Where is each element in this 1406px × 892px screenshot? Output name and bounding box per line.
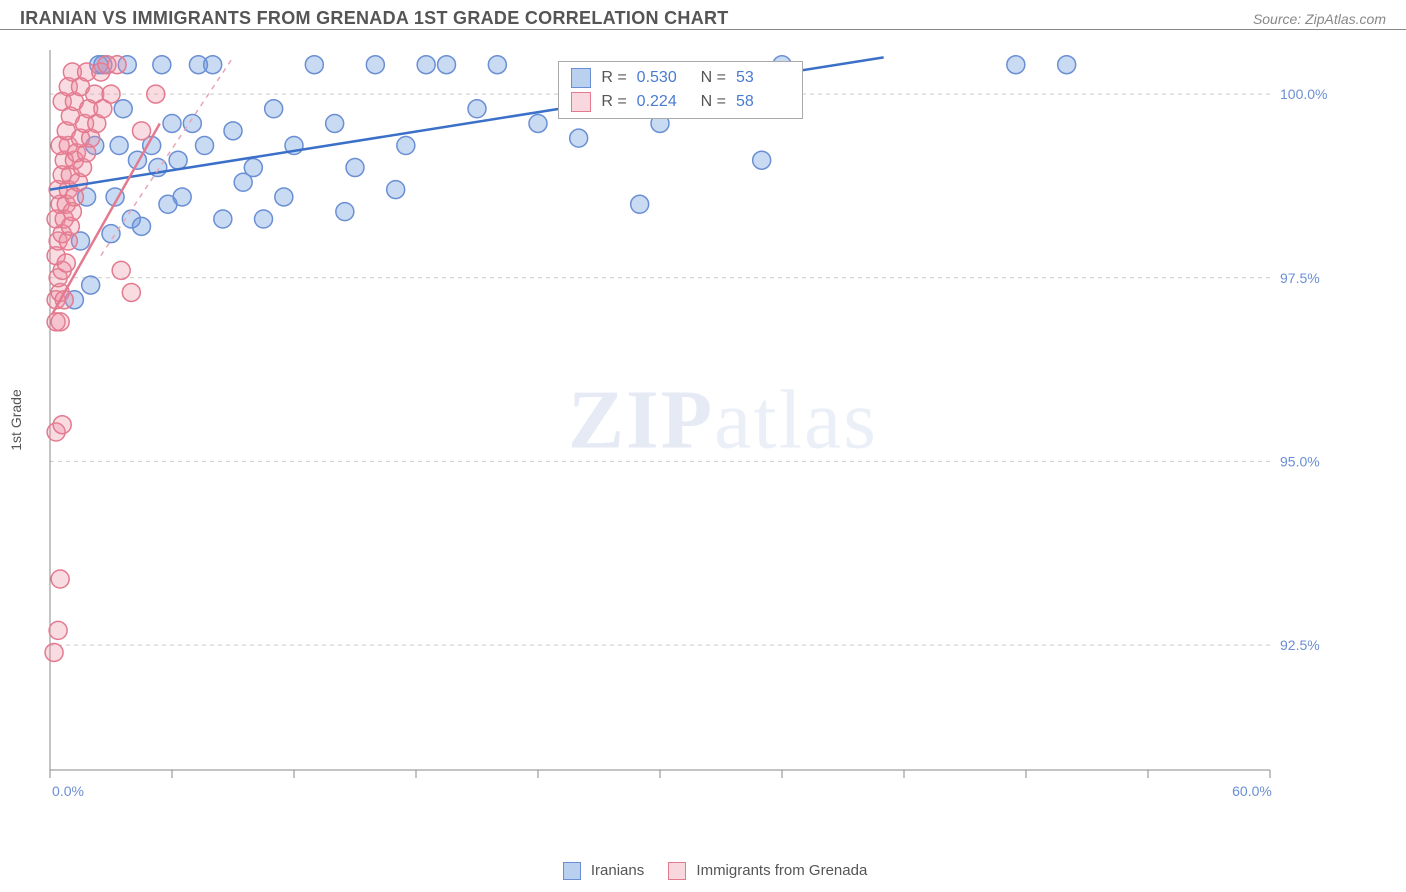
chart-title: IRANIAN VS IMMIGRANTS FROM GRENADA 1ST G… bbox=[20, 8, 729, 29]
stats-r-label: R = bbox=[601, 69, 626, 87]
legend-bottom: Iranians Immigrants from Grenada bbox=[0, 862, 1406, 880]
chart-header: IRANIAN VS IMMIGRANTS FROM GRENADA 1ST G… bbox=[0, 0, 1406, 30]
chart-area: 1st Grade 92.5%95.0%97.5%100.0%0.0%60.0%… bbox=[40, 40, 1406, 800]
scatter-plot-svg: 92.5% 95.0% 97.5% 100.0% 0.0% 60.0% bbox=[40, 40, 1340, 800]
stats-r-value: 0.530 bbox=[637, 69, 691, 87]
legend-swatch-icon bbox=[571, 92, 591, 112]
correlation-stats-box: R = 0.530 N = 53 R = 0.224 N = 58 bbox=[558, 61, 803, 119]
stats-row: R = 0.224 N = 58 bbox=[559, 90, 802, 114]
legend-label: Immigrants from Grenada bbox=[692, 862, 867, 879]
legend-swatch-icon bbox=[563, 862, 581, 880]
svg-text:0.0%: 0.0% bbox=[52, 783, 84, 799]
legend-swatch-icon bbox=[668, 862, 686, 880]
svg-text:92.5%: 92.5% bbox=[1280, 637, 1320, 653]
stats-n-label: N = bbox=[701, 93, 726, 111]
stats-r-label: R = bbox=[601, 93, 626, 111]
stats-n-value: 53 bbox=[736, 69, 790, 87]
y-axis-label: 1st Grade bbox=[8, 389, 24, 450]
svg-text:97.5%: 97.5% bbox=[1280, 270, 1320, 286]
stats-n-label: N = bbox=[701, 69, 726, 87]
svg-text:100.0%: 100.0% bbox=[1280, 86, 1327, 102]
legend-label: Iranians bbox=[587, 862, 645, 879]
stats-row: R = 0.530 N = 53 bbox=[559, 66, 802, 90]
svg-text:95.0%: 95.0% bbox=[1280, 453, 1320, 469]
svg-text:60.0%: 60.0% bbox=[1232, 783, 1272, 799]
stats-n-value: 58 bbox=[736, 93, 790, 111]
chart-source: Source: ZipAtlas.com bbox=[1253, 11, 1386, 27]
stats-r-value: 0.224 bbox=[637, 93, 691, 111]
legend-swatch-icon bbox=[571, 68, 591, 88]
